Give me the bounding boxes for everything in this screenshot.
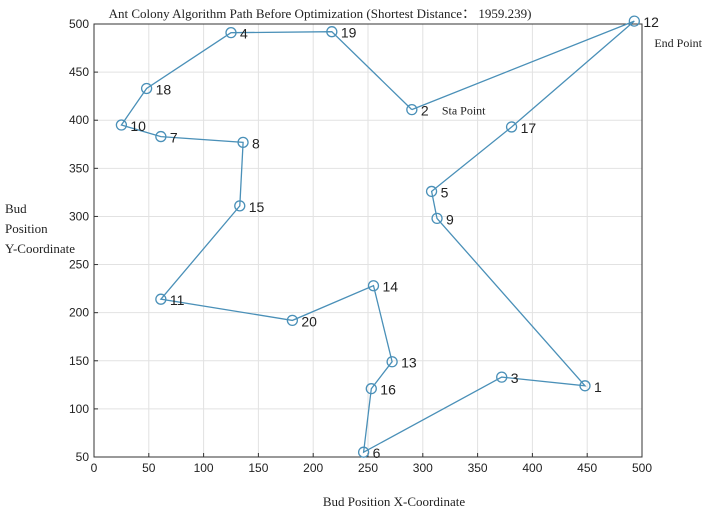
x-tick-label: 450	[577, 461, 597, 475]
y-axis-title-line-1: Bud	[5, 201, 27, 216]
x-tick-label: 200	[303, 461, 323, 475]
point-label: 12	[643, 14, 659, 30]
point-label: 15	[249, 199, 265, 215]
point-marker	[579, 380, 591, 392]
point-marker	[234, 200, 246, 212]
chart-title: Ant Colony Algorithm Path Before Optimiz…	[109, 6, 532, 21]
y-axis-title-line-3: Y-Coordinate	[5, 241, 75, 256]
point-marker	[155, 130, 167, 143]
point-label: 7	[170, 130, 178, 146]
point-marker	[406, 103, 418, 116]
point-marker	[628, 15, 640, 27]
point-marker	[326, 26, 338, 38]
point-marker	[140, 82, 153, 95]
point-marker	[357, 446, 370, 458]
point-label: 14	[382, 279, 398, 295]
point-label: 20	[301, 313, 317, 329]
annotation-text: End Point	[654, 36, 702, 50]
axis-ticks: 0 50 100 150 200 250 300 350 400 450 5005010015020…	[69, 17, 652, 475]
route-line	[120, 20, 635, 454]
x-tick-label: 300	[413, 461, 433, 475]
y-tick-label: 400	[69, 113, 89, 127]
point-marker	[425, 185, 438, 198]
point-label: 18	[156, 81, 172, 97]
point-label: 16	[380, 382, 396, 398]
annotations: Sta Point End Point	[442, 36, 703, 118]
point-label: 3	[511, 370, 519, 386]
y-tick-label: 250	[69, 258, 89, 272]
y-axis-title-line-2: Position	[5, 221, 48, 236]
point-marker	[365, 383, 377, 395]
y-tick-label: 200	[69, 306, 89, 320]
route-series	[115, 15, 640, 458]
y-tick-label: 50	[76, 450, 90, 464]
point-marker	[367, 280, 380, 292]
x-tick-label: 100	[194, 461, 214, 475]
point-marker	[431, 212, 443, 225]
annotation-text: Sta Point	[442, 104, 486, 118]
y-tick-label: 350	[69, 161, 89, 175]
point-label: 19	[341, 25, 357, 41]
x-tick-label: 350	[468, 461, 488, 475]
point-marker	[237, 136, 249, 149]
y-tick-label: 450	[69, 65, 89, 79]
y-tick-label: 150	[69, 354, 89, 368]
y-tick-label: 500	[69, 17, 89, 31]
point-label: 5	[441, 184, 449, 200]
point-marker	[155, 293, 167, 305]
point-marker	[115, 119, 128, 131]
point-label: 10	[130, 118, 146, 134]
x-tick-label: 250	[358, 461, 378, 475]
x-tick-label: 150	[248, 461, 268, 475]
point-label: 9	[446, 211, 454, 227]
y-tick-label: 300	[69, 209, 89, 223]
point-label: 6	[373, 445, 381, 461]
y-axis-title: Bud Position Y-Coordinate	[5, 201, 75, 256]
x-tick-label: 500	[632, 461, 652, 475]
x-axis-title: Bud Position X-Coordinate	[323, 494, 466, 509]
point-label: 4	[240, 26, 248, 42]
point-label: 8	[252, 135, 260, 151]
point-marker	[386, 356, 398, 368]
x-tick-label: 50	[142, 461, 156, 475]
point-label: 2	[421, 103, 429, 119]
point-label: 11	[170, 292, 185, 308]
point-label: 1	[594, 379, 602, 395]
x-tick-label: 0	[91, 461, 98, 475]
y-tick-label: 100	[69, 402, 89, 416]
point-marker	[505, 121, 518, 133]
point-marker	[496, 371, 508, 383]
point-marker	[225, 27, 237, 39]
x-tick-label: 400	[522, 461, 542, 475]
point-marker	[286, 314, 299, 327]
point-label: 17	[521, 120, 537, 136]
point-label: 13	[401, 355, 417, 371]
